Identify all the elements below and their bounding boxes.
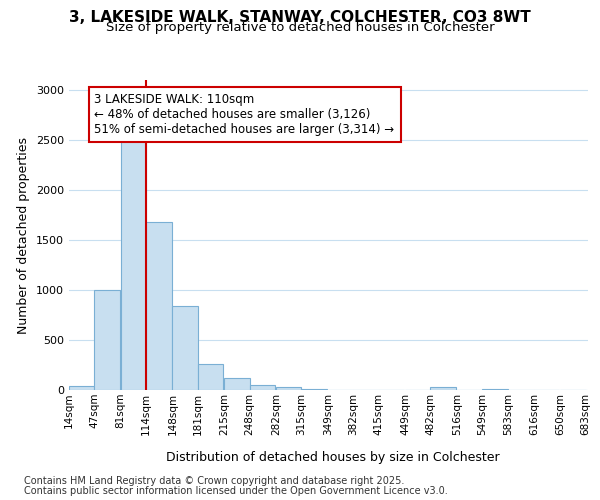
Bar (224, 378, 250, 390)
Text: 3, LAKESIDE WALK, STANWAY, COLCHESTER, CO3 8WT: 3, LAKESIDE WALK, STANWAY, COLCHESTER, C… (69, 10, 531, 25)
Bar (69, 386, 94, 390)
Text: Contains HM Land Registry data © Crown copyright and database right 2025.: Contains HM Land Registry data © Crown c… (24, 476, 404, 486)
Bar (121, 140, 146, 390)
Text: Distribution of detached houses by size in Colchester: Distribution of detached houses by size … (166, 451, 500, 464)
Text: Size of property relative to detached houses in Colchester: Size of property relative to detached ho… (106, 21, 494, 34)
Bar (301, 388, 327, 390)
Bar (172, 306, 198, 390)
Bar (482, 388, 508, 390)
Bar (146, 222, 172, 390)
Y-axis label: Number of detached properties: Number of detached properties (17, 136, 31, 334)
Text: 3 LAKESIDE WALK: 110sqm
← 48% of detached houses are smaller (3,126)
51% of semi: 3 LAKESIDE WALK: 110sqm ← 48% of detache… (94, 93, 395, 136)
Bar (198, 364, 223, 390)
Bar (430, 387, 456, 390)
Bar (276, 386, 301, 390)
Bar (94, 290, 120, 390)
Text: Contains public sector information licensed under the Open Government Licence v3: Contains public sector information licen… (24, 486, 448, 496)
Bar (250, 384, 275, 390)
